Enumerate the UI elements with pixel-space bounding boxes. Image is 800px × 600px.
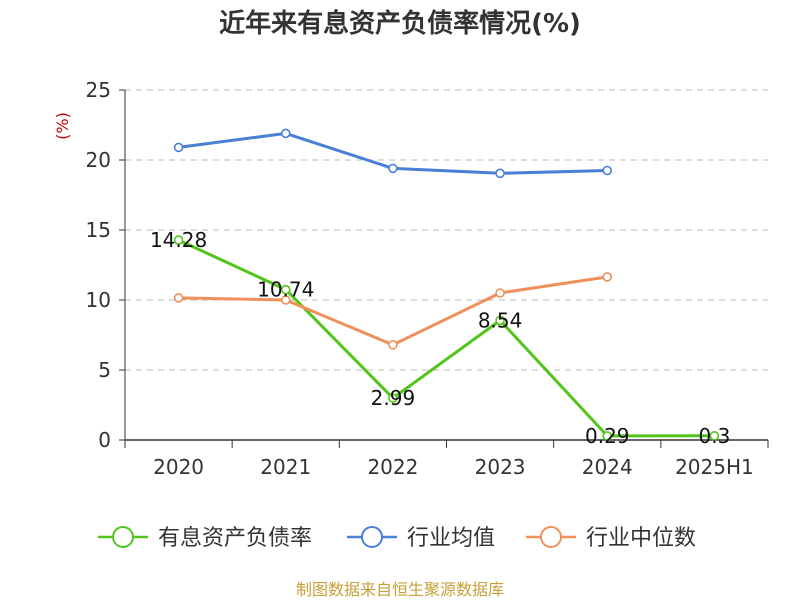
data-point [602,431,613,441]
source-note: 制图数据来自恒生聚源数据库 [296,580,504,599]
data-label-layer: 14.28 10.74 2.99 8.54 0.29 0.3 [150,228,730,448]
data-label: 0.3 [699,424,731,448]
data-label: 8.54 [478,308,523,332]
y-tick-label: 20 [86,148,111,172]
x-tick-label: 2024 [582,455,633,479]
data-point [388,393,398,403]
x-tick-label: 2022 [367,455,418,479]
data-point [388,339,398,350]
data-label: 10.74 [257,278,314,302]
data-point [495,168,505,179]
legend-label: 有息资产负债率 [158,526,312,551]
data-label: 2.99 [371,386,416,410]
y-tick-label: 10 [86,288,111,312]
data-label: 0.29 [585,424,630,448]
axis-layer: 0 5 10 15 20 25 2020 2021 2022 2023 2024 2025H1 [86,78,769,479]
series-layer [173,128,720,441]
series-line [177,238,715,438]
data-point [173,293,184,303]
data-point [280,128,291,139]
data-point [709,430,720,441]
chart-title: 近年来有息资产负债率情况(%) [219,8,581,39]
data-point [280,295,291,305]
legend-marker [540,526,562,548]
data-point [495,288,505,298]
data-label: 14.28 [150,228,207,252]
legend: 有息资产负债率 行业均值 行业中位数 [98,526,696,551]
data-point [495,315,505,326]
x-tick-label: 2021 [260,455,311,479]
legend-label: 行业中位数 [586,526,696,551]
grid-layer [125,89,768,371]
data-point [602,272,613,282]
data-point [173,142,184,153]
legend-marker [112,526,134,548]
legend-marker [361,526,383,548]
x-tick-label: 2025H1 [675,455,754,479]
series-line [178,275,608,347]
x-tick-label: 2023 [475,455,526,479]
data-point [173,235,184,245]
data-point [388,163,398,174]
x-tick-label: 2020 [153,455,204,479]
y-tick-label: 15 [86,218,111,242]
y-axis-unit-label: (%) [53,112,72,140]
y-tick-label: 0 [98,428,111,452]
data-point [602,165,613,176]
y-tick-label: 5 [98,358,111,382]
legend-label: 行业均值 [407,526,495,551]
data-point [280,284,291,295]
y-tick-label: 25 [86,78,111,102]
